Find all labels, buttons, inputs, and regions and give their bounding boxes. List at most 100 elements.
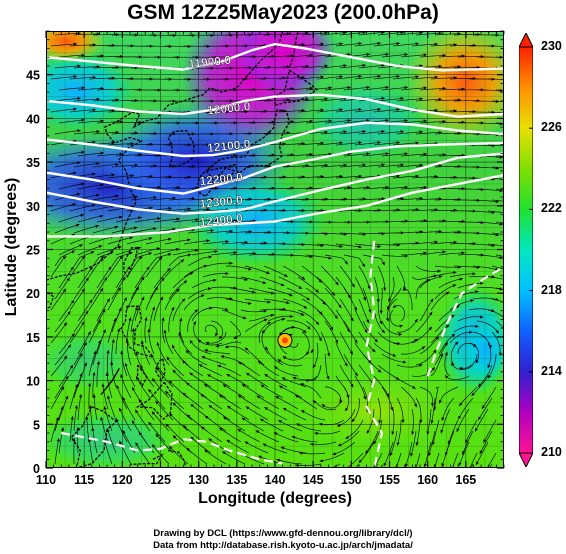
streamline-arrowhead	[70, 416, 74, 420]
streamline	[96, 185, 123, 190]
streamline	[207, 374, 231, 388]
streamline	[88, 174, 115, 179]
streamline-arrowhead	[83, 362, 87, 366]
streamline-arrowhead	[362, 130, 366, 134]
streamline-arrowhead	[344, 362, 348, 367]
streamline	[259, 276, 285, 287]
contour-line	[46, 121, 504, 158]
streamline	[225, 298, 252, 305]
streamline	[434, 342, 449, 366]
contour-line	[46, 42, 504, 72]
streamline-arrowhead	[338, 304, 342, 309]
streamline	[380, 287, 383, 315]
streamline	[248, 314, 275, 322]
streamline	[301, 232, 329, 235]
streamline-arrowhead	[328, 256, 332, 260]
contour-line	[46, 152, 504, 215]
streamline-arrowhead	[237, 429, 241, 433]
streamline	[200, 393, 223, 410]
streamline	[267, 287, 293, 297]
colorbar-label: 214	[541, 363, 562, 378]
streamline	[444, 351, 451, 377]
streamline-arrowhead	[168, 206, 172, 211]
streamline	[107, 287, 122, 311]
streamline	[86, 416, 90, 443]
streamline-arrowhead	[385, 118, 389, 123]
streamline	[301, 98, 328, 102]
streamline	[491, 166, 504, 169]
streamline-arrowhead	[131, 420, 135, 424]
streamline-arrowhead	[96, 130, 100, 134]
streamline-arrowhead	[423, 251, 427, 255]
streamline	[354, 108, 381, 113]
streamline-arrowhead	[206, 207, 210, 211]
streamline	[337, 430, 360, 447]
streamline-arrowhead	[137, 246, 141, 250]
streamline	[273, 432, 299, 443]
y-tick-label: 45	[26, 69, 40, 83]
streamline-arrowhead	[111, 109, 115, 113]
streamline-arrowhead	[130, 142, 134, 146]
streamline	[457, 282, 484, 289]
streamline	[244, 441, 269, 454]
streamline-arrowhead	[191, 196, 195, 201]
streamline	[168, 34, 195, 36]
contour-line	[46, 141, 504, 195]
streamline-arrowhead	[140, 364, 144, 369]
streamline-arrowhead	[153, 227, 157, 231]
streamline	[73, 66, 101, 69]
streamline	[491, 232, 504, 236]
streamline-arrowhead	[428, 452, 432, 457]
streamline-arrowhead	[379, 310, 383, 314]
y-tick-label: 5	[33, 418, 40, 432]
streamline	[491, 265, 504, 270]
streamline	[229, 320, 241, 340]
streamline	[54, 97, 81, 102]
streamline-arrowhead	[156, 247, 161, 251]
streamline	[122, 396, 136, 421]
streamline	[469, 452, 478, 468]
streamline-arrowhead	[81, 53, 85, 57]
streamline	[150, 353, 166, 377]
streamline	[415, 452, 421, 468]
streamline-arrowhead	[95, 224, 99, 228]
streamline	[145, 144, 172, 146]
streamline	[77, 88, 104, 91]
streamline	[389, 309, 403, 327]
streamline-arrowhead	[256, 395, 261, 399]
streamline-arrowhead	[488, 374, 492, 379]
streamline-arrowhead	[266, 271, 270, 275]
streamline-arrowhead	[476, 461, 479, 466]
streamline-arrowhead	[314, 431, 318, 436]
streamline-arrowhead	[106, 298, 110, 302]
streamline	[431, 397, 436, 424]
chart-title: GSM 12Z25May2023 (200.0hPa)	[127, 1, 439, 24]
streamline	[276, 459, 303, 465]
contour-label: 12300.0	[199, 193, 244, 211]
streamline	[438, 55, 465, 58]
streamline-arrowhead	[167, 268, 171, 272]
streamline	[69, 416, 74, 443]
streamline	[69, 76, 96, 80]
streamline	[210, 220, 238, 223]
streamline-arrowhead	[345, 407, 349, 412]
streamline-arrowhead	[415, 75, 419, 79]
streamline	[182, 424, 204, 443]
streamline-arrowhead	[444, 342, 448, 346]
shikoku-coastline	[217, 167, 236, 183]
streamline	[430, 209, 457, 212]
streamline	[465, 419, 478, 444]
streamline	[267, 187, 295, 190]
streamline-arrowhead	[81, 118, 85, 122]
streamline-arrowhead	[147, 328, 151, 332]
streamline-arrowhead	[392, 304, 397, 308]
streamline	[392, 175, 419, 179]
streamline-arrowhead	[224, 307, 229, 311]
streamline-arrowhead	[366, 430, 370, 434]
streamline	[259, 418, 284, 432]
streamline-arrowhead	[101, 383, 105, 387]
streamline	[320, 64, 347, 69]
streamline-arrowhead	[172, 369, 176, 374]
streamline	[373, 142, 400, 146]
streamline	[492, 34, 504, 36]
